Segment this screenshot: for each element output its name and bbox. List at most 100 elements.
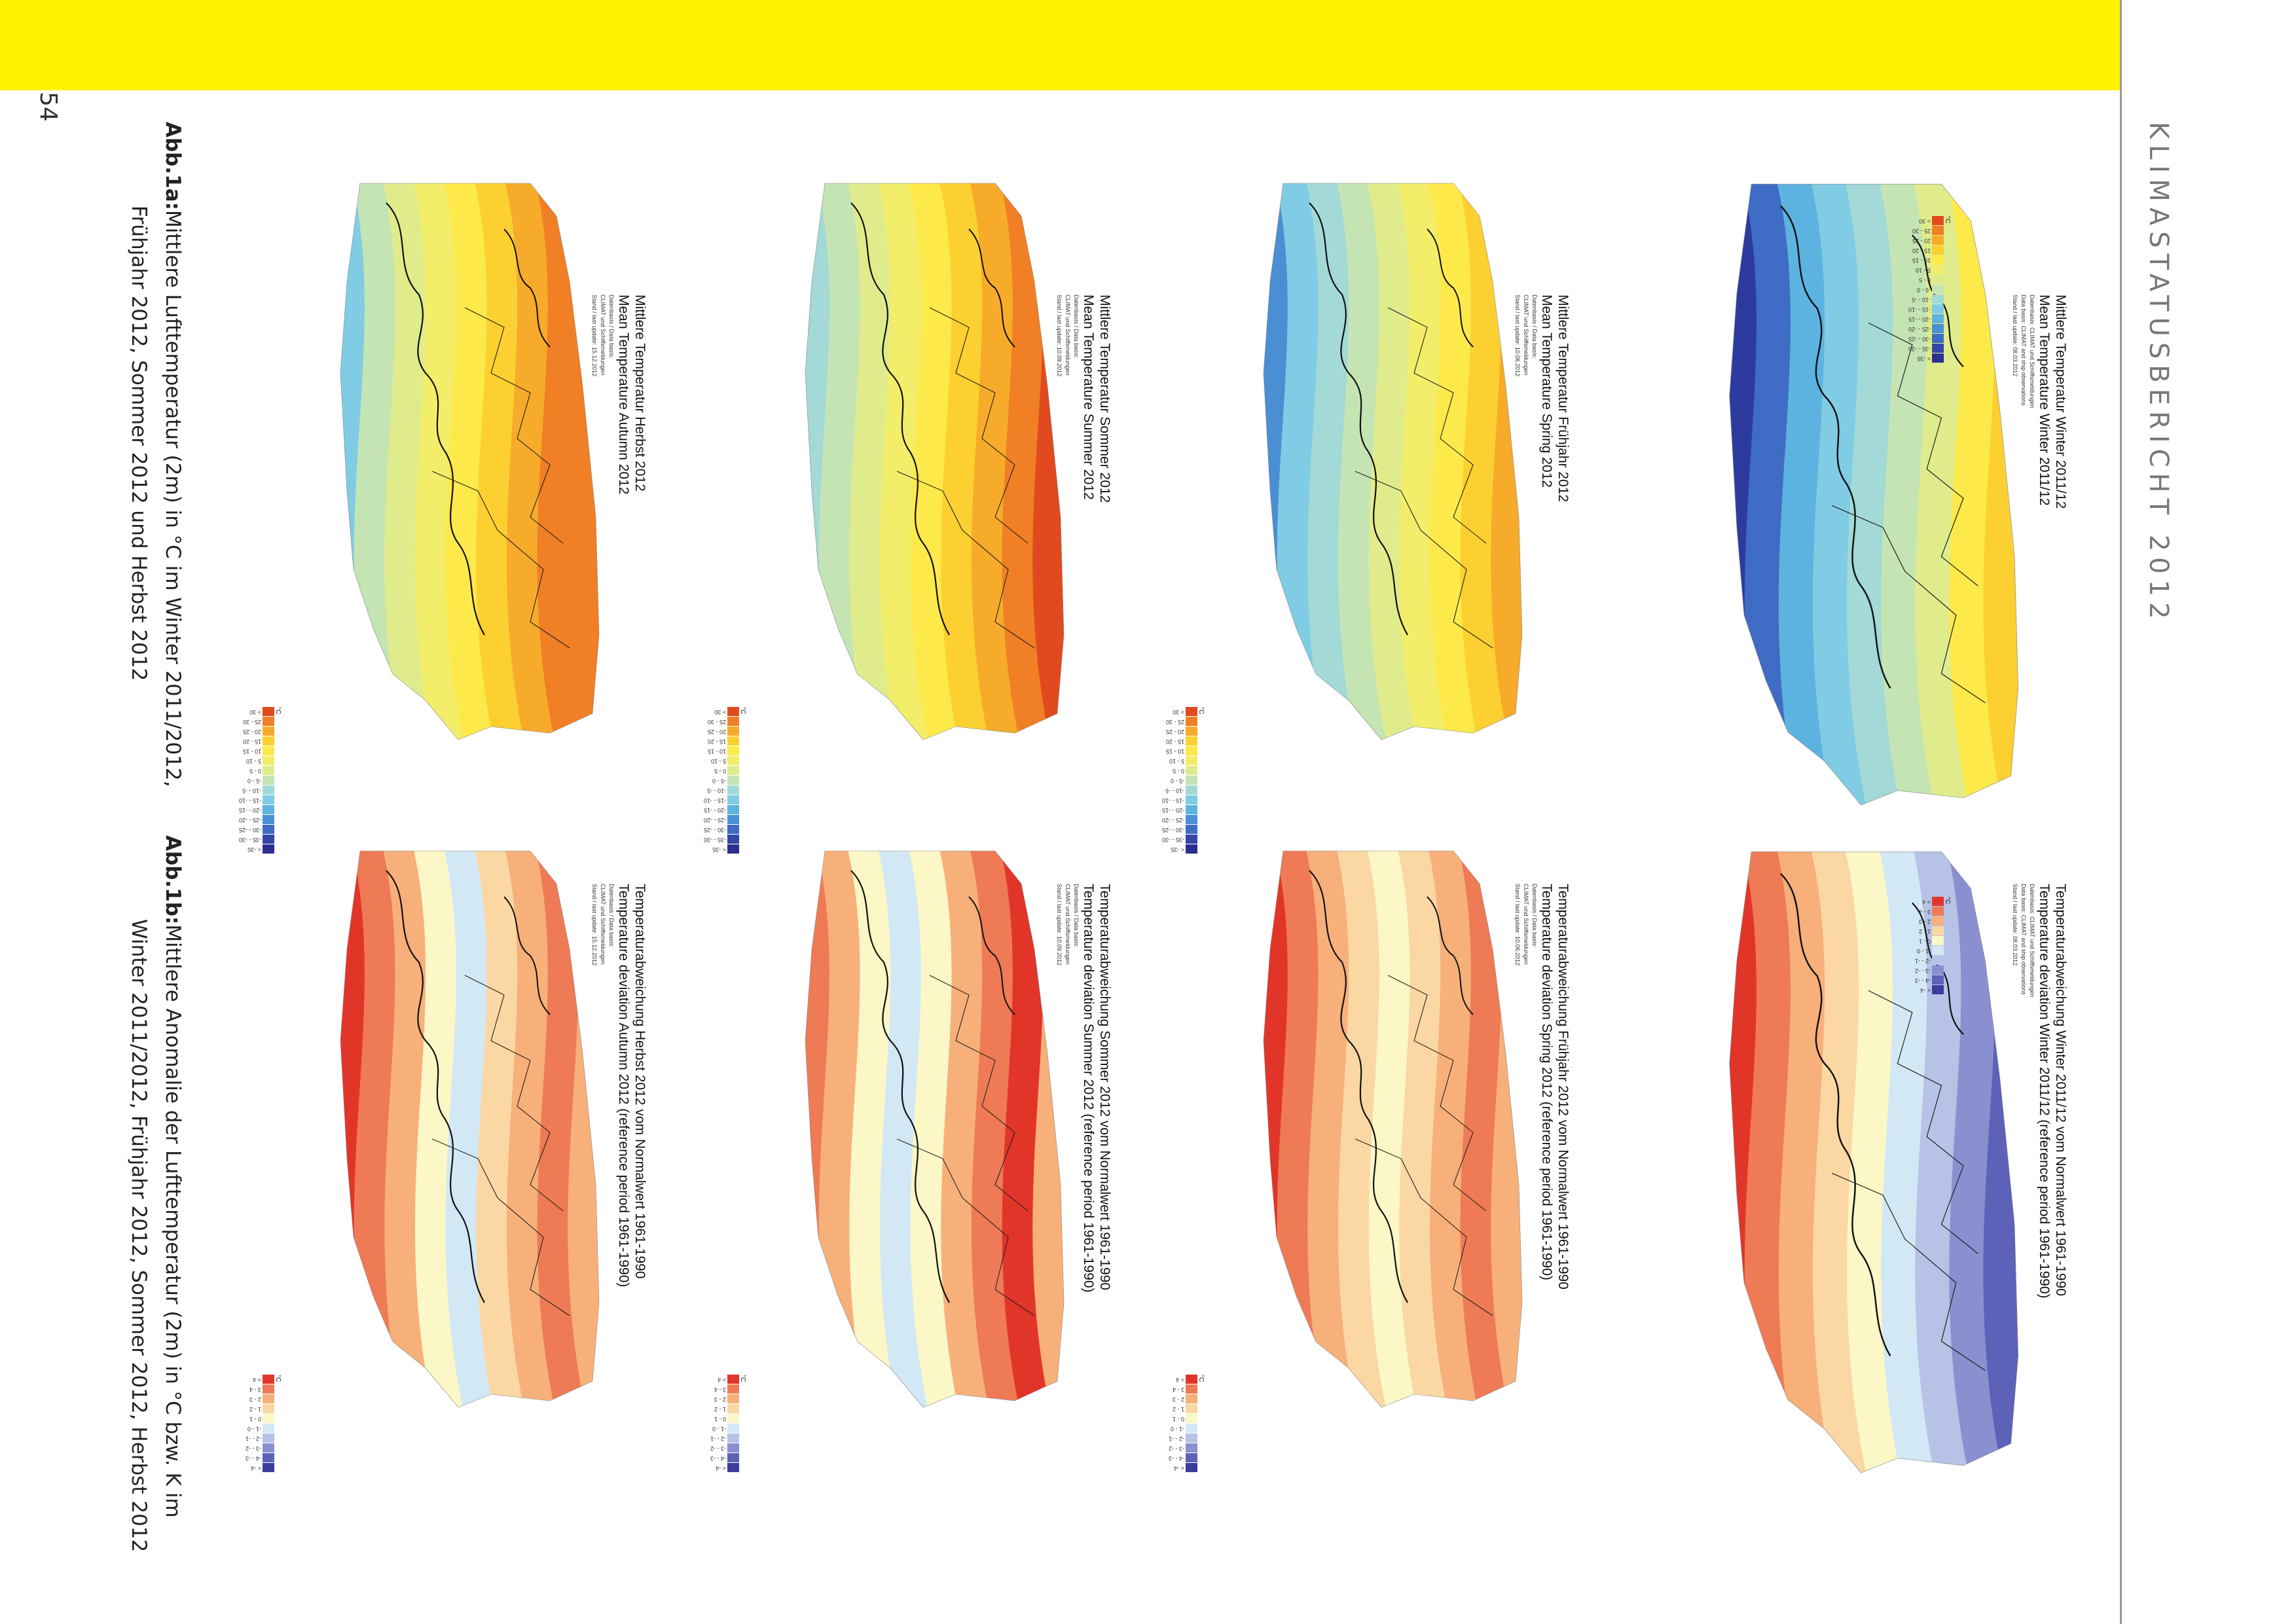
legend-swatch: [263, 835, 274, 844]
legend-label: 20 - 25: [242, 729, 261, 735]
legend-label: 10 - 15: [242, 748, 261, 755]
map-title: Temperature deviation Winter 2011/12 (re…: [2037, 884, 2052, 1299]
legend-swatch: [1932, 956, 1944, 965]
legend-label: -20 - -15: [703, 807, 726, 814]
legend-swatch: [263, 785, 274, 795]
legend-label: 1 - 2: [1172, 1406, 1184, 1413]
map-metadata: Datenbasis / Data basis:: [608, 295, 615, 359]
legend-label: -5 - 0: [247, 778, 261, 784]
legend-swatch: [263, 717, 274, 726]
legend-label: > 4: [253, 1377, 261, 1383]
legend-label: -25 - -20: [703, 817, 726, 823]
map-anom-3: [340, 850, 600, 1408]
legend-swatch: [1932, 255, 1944, 264]
legend-label: -5 - 0: [1170, 778, 1184, 784]
legend-label: 0 - 5: [714, 768, 726, 774]
legend-label: < -35: [1917, 355, 1931, 362]
map-metadata: Stand / last update: 10.06.2012: [1514, 884, 1521, 966]
map-metadata: Stand / last update: 08.03.2012: [2012, 295, 2018, 377]
legend-label: < -4: [251, 1465, 261, 1471]
figure-caption-1b: Abb.1b:Mittlere Anomalie der Lufttempera…: [127, 835, 185, 1553]
running-header: KLIMASTATUSBERICHT 2012: [2143, 122, 2174, 625]
legend-label: 5 - 10: [1169, 758, 1184, 765]
legend-swatch: [1932, 936, 1944, 945]
legend-label: -20 - -15: [238, 807, 261, 814]
legend-label: -35 - -30: [1161, 837, 1184, 843]
legend-unit: °C: [739, 707, 746, 715]
legend-unit: °C: [274, 1375, 282, 1382]
legend-label: -4 - -3: [1168, 1455, 1184, 1462]
map-metadata: Datenbasis: CLIMAT und Schiffsmeldungen: [2029, 295, 2035, 408]
legend-label: 15 - 20: [1912, 247, 1931, 254]
map-title: Temperaturabweichung Sommer 2012 vom Nor…: [1097, 884, 1112, 1290]
legend-swatch: [727, 805, 739, 814]
map-abs-3: [340, 183, 600, 740]
legend-label: < -35: [712, 846, 726, 853]
legend-label: 2 - 3: [1918, 918, 1931, 925]
legend-swatch: [1932, 897, 1944, 906]
legend-swatch: [1186, 844, 1197, 854]
map-metadata: Stand / last update: 10.06.2012: [1514, 295, 1521, 377]
map-title: Mittlere Temperatur Herbst 2012: [632, 295, 647, 492]
legend-label: -25 - -20: [1161, 817, 1184, 823]
legend-swatch: [1186, 1443, 1197, 1453]
legend-swatch: [263, 727, 274, 736]
legend-label: 0 - 1: [1918, 938, 1931, 945]
legend-label: < -4: [1920, 987, 1931, 994]
legend-swatch: [727, 707, 739, 716]
legend-label: > 30: [249, 709, 261, 715]
legend-swatch: [1186, 756, 1197, 765]
legend-swatch: [1932, 226, 1944, 235]
map-title-block-anom-0: Temperaturabweichung Winter 2011/12 vom …: [2011, 884, 2069, 1299]
legend-label: 1 - 2: [714, 1406, 726, 1413]
legend-label: 15 - 20: [242, 738, 261, 745]
legend-swatch: [263, 746, 274, 755]
legend-label: -10 - -5: [1165, 787, 1184, 794]
legend-swatch: [727, 795, 739, 804]
legend-swatch: [727, 1375, 739, 1384]
map-title-block-abs-0: Mittlere Temperatur Winter 2011/12 Mean T…: [2011, 295, 2069, 509]
legend-label: 3 - 4: [249, 1386, 261, 1393]
legend-swatch: [1186, 736, 1197, 746]
figure-caption-1a: Abb.1a:Mittlere Lufttemperatur (2m) in °…: [127, 122, 185, 787]
map-metadata: Stand / last update: 10.09.2012: [1056, 884, 1063, 966]
legend-label: -15 - -10: [703, 797, 726, 804]
anomaly-legend: °C > 4 3 - 4 2 - 3 1 - 2 0 - 1 -1 - 0 -2 - -1 -3…: [1169, 1375, 1205, 1473]
legend-label: -2 - -1: [245, 1435, 261, 1442]
legend-label: -25 - -20: [238, 817, 261, 823]
anomaly-legend: °C > 4 3 - 4 2 - 3 1 - 2 0 - 1 -1 - 0 -2 - -1 -3…: [246, 1375, 282, 1473]
legend-swatch: [263, 766, 274, 775]
legend-label: -3 - -2: [710, 1445, 726, 1452]
map-title: Temperature deviation Spring 2012 (refer…: [1539, 884, 1554, 1280]
legend-label: -10 - -5: [242, 787, 261, 794]
legend-swatch: [1932, 965, 1944, 975]
legend-swatch: [1186, 717, 1197, 726]
legend-swatch: [1186, 707, 1197, 716]
legend-label: -15 - -10: [238, 797, 261, 804]
map-title: Temperaturabweichung Winter 2011/12 vom …: [2053, 884, 2068, 1296]
legend-swatch: [727, 727, 739, 736]
legend-label: 25 - 30: [1912, 228, 1931, 234]
map-metadata: Data basis: CLIMAT and ship observations: [2020, 884, 2027, 995]
legend-swatch: [727, 776, 739, 785]
legend-swatch: [727, 835, 739, 844]
legend-swatch: [263, 1404, 274, 1413]
legend-label: -1 - 0: [712, 1426, 726, 1432]
legend-swatch: [727, 766, 739, 775]
legend-swatch: [1932, 324, 1944, 333]
legend-label: -25 - -20: [1908, 326, 1931, 333]
map-abs-0: [1729, 183, 2019, 806]
legend-label: > 30: [714, 709, 726, 715]
legend-swatch: [1186, 1414, 1197, 1423]
legend-unit: °C: [274, 707, 282, 715]
map-metadata: CLIMAT und Schiffsmeldungen: [600, 884, 606, 965]
map-title-block-anom-1: Temperaturabweichung Frühjahr 2012 vom N…: [1513, 884, 1571, 1290]
legend-label: 25 - 30: [242, 719, 261, 725]
legend-swatch: [1186, 835, 1197, 844]
legend-swatch: [263, 707, 274, 716]
legend-swatch: [1186, 1453, 1197, 1462]
legend-swatch: [263, 795, 274, 804]
legend-swatch: [1932, 946, 1944, 955]
legend-label: 0 - 1: [249, 1416, 261, 1422]
legend-swatch: [727, 756, 739, 765]
